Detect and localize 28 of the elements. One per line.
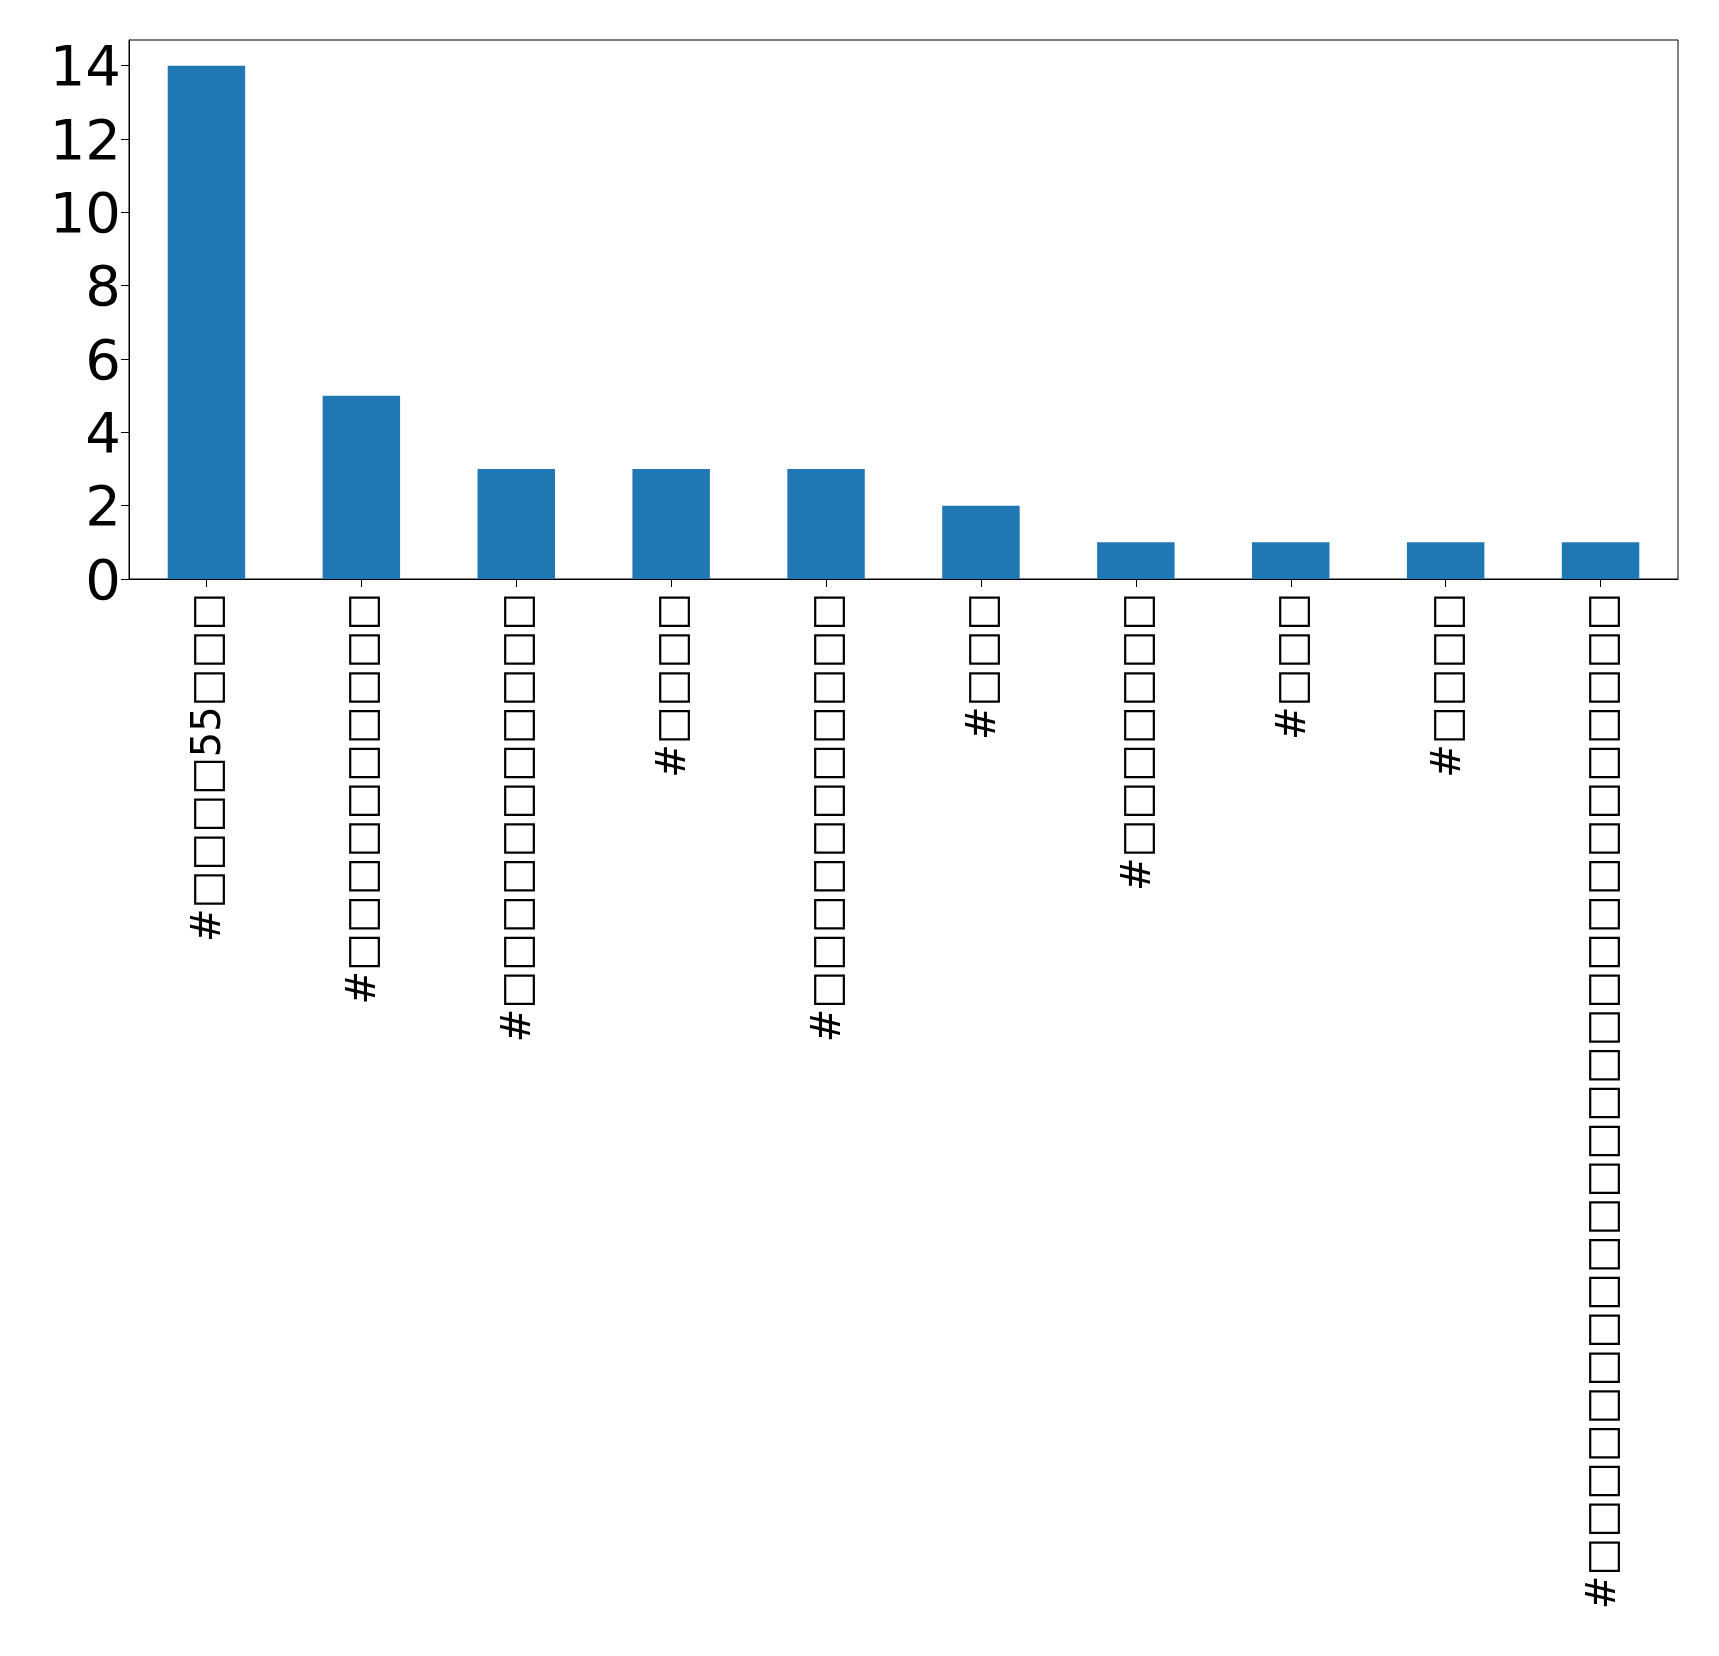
x-tick-label: #□□□□□□□□□□□ [803,593,850,1043]
bar [322,395,401,579]
y-tick-label: 0 [85,546,121,612]
bar [167,65,246,579]
x-tick-label: #□□□□□□□□□□ [338,593,385,1005]
x-tick-label: #□□□ [957,593,1004,740]
bar [1406,542,1485,579]
x-tick-label: #□□□□□□□□□□□ [493,593,540,1043]
x-tick-label: #□□□□□□□□□□□□□□□□□□□□□□□□□□ [1577,593,1624,1610]
y-tick-label: 2 [85,473,121,539]
x-tick-label: #□□□□ [648,593,695,778]
x-tick-label: #□□□ [1267,593,1314,740]
x-tick-label: #□□□□ [1422,593,1469,778]
bar [942,505,1020,579]
y-tick-label: 10 [49,179,121,245]
x-tick-label: #□□□□□□□ [1112,593,1159,892]
y-tick-label: 12 [49,106,121,172]
bar [632,469,710,579]
y-tick-label: 14 [49,33,121,99]
bar [1097,542,1175,579]
y-tick-label: 8 [85,253,121,319]
y-tick-label: 6 [85,326,121,392]
y-tick-label: 4 [85,399,121,465]
bar [1252,542,1330,579]
bar [1561,542,1640,579]
bar [787,469,865,579]
bar [477,469,555,579]
x-tick-label: #□□□□55□□□ [183,593,230,942]
